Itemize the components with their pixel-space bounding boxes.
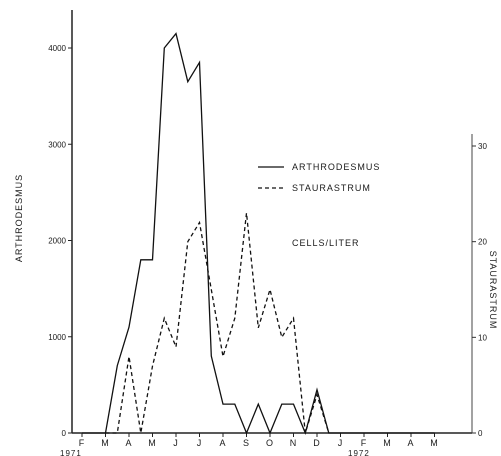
- month-tick-label: F: [361, 438, 368, 448]
- month-tick-label: M: [148, 438, 157, 448]
- month-tick-label: S: [243, 438, 250, 448]
- year-label-1972: 1972: [348, 449, 370, 456]
- series-line-arthrodesmus: [82, 32, 435, 436]
- month-tick-label: D: [313, 438, 321, 448]
- month-tick-label: A: [125, 438, 132, 448]
- right-tick-label-20: 20: [478, 238, 487, 247]
- cells-per-liter-note: CELLS/LITER: [292, 238, 360, 248]
- left-tick-label-2000: 2000: [48, 237, 66, 246]
- month-tick-label: A: [407, 438, 414, 448]
- month-tick-label: J: [173, 438, 179, 448]
- legend-label-arthrodesmus: ARTHRODESMUS: [292, 162, 380, 172]
- left-tick-label-1000: 1000: [48, 333, 66, 342]
- right-tick-label-10: 10: [478, 333, 487, 342]
- left-tick-label-3000: 3000: [48, 140, 66, 149]
- month-tick-label: F: [79, 438, 86, 448]
- month-tick-label: M: [101, 438, 110, 448]
- month-tick-label: M: [430, 438, 439, 448]
- left-tick-label-0: 0: [62, 429, 67, 438]
- month-tick-label: J: [197, 438, 203, 448]
- month-tick-label: A: [219, 438, 226, 448]
- right-axis-title: STAURASTRUM: [488, 251, 498, 330]
- series-line-staurastrum: [105, 212, 330, 434]
- month-tick-label: N: [290, 438, 298, 448]
- left-axis-title: ARTHRODESMUS: [14, 174, 24, 262]
- left-tick-label-4000: 4000: [48, 44, 66, 53]
- legend-label-staurastrum: STAURASTRUM: [292, 183, 371, 193]
- month-tick-label: O: [266, 438, 274, 448]
- month-tick-label: M: [383, 438, 392, 448]
- right-tick-label-0: 0: [478, 429, 483, 438]
- year-label-1971: 1971: [60, 449, 82, 456]
- month-tick-label: J: [338, 438, 344, 448]
- right-tick-label-30: 30: [478, 142, 487, 151]
